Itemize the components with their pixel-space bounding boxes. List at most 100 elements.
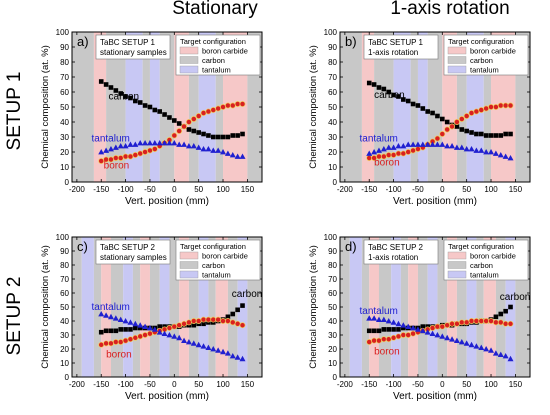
legend-entry: boron carbide [202, 252, 248, 261]
zone-band [495, 237, 506, 377]
data-point-boron [385, 336, 392, 343]
zone-band [169, 237, 180, 377]
data-point-tantalum [444, 143, 451, 149]
y-tick-label: 60 [328, 88, 337, 97]
data-point-carbon [230, 133, 236, 138]
y-tick-label: 70 [328, 73, 337, 82]
data-point-tantalum [414, 326, 421, 332]
legend-entry: carbon [202, 261, 225, 270]
data-point-boron [488, 318, 494, 324]
data-point-tantalum [205, 344, 212, 350]
data-point-tantalum [239, 355, 246, 362]
series-carbon [98, 79, 245, 140]
zone-band [391, 237, 401, 377]
data-point-boron [98, 341, 105, 348]
data-point-boron [439, 131, 446, 137]
info-box-frame [363, 34, 439, 60]
data-point-tantalum [137, 140, 144, 146]
data-point-carbon [133, 325, 138, 331]
data-point-boron [434, 135, 441, 142]
y-tick-label: 30 [60, 331, 69, 340]
data-point-boron [224, 318, 231, 324]
zone-band [456, 237, 467, 377]
data-point-tantalum [151, 326, 158, 332]
info-box-line: 1-axis rotation [368, 48, 418, 57]
series-tantalum [98, 140, 246, 159]
data-point-tantalum [112, 315, 119, 321]
data-point-boron [205, 108, 212, 115]
x-tick-label: -150 [93, 185, 110, 194]
data-point-carbon [137, 100, 143, 105]
info-box-line: TaBC SETUP 2 [100, 243, 156, 252]
legend-swatch [447, 46, 467, 55]
data-point-carbon [215, 134, 221, 140]
data-point-boron [220, 104, 226, 110]
column-header-rotation: 1-axis rotation [390, 0, 510, 19]
zone-band [476, 237, 484, 377]
data-point-boron [444, 126, 451, 133]
data-point-carbon [430, 110, 435, 116]
data-point-boron [181, 320, 188, 327]
data-point-carbon [371, 82, 377, 87]
data-point-tantalum [366, 150, 373, 156]
data-point-tantalum [210, 147, 217, 153]
data-point-boron [103, 340, 110, 347]
data-point-carbon [137, 325, 143, 331]
zone-band [140, 237, 150, 377]
data-point-tantalum [122, 143, 129, 149]
data-point-boron [410, 330, 417, 337]
data-point-tantalum [195, 144, 202, 150]
info-box-frame [95, 239, 171, 265]
data-point-carbon [401, 325, 406, 331]
zone-band [349, 237, 362, 377]
y-tick-label: 100 [56, 233, 70, 242]
data-point-boron [380, 336, 387, 343]
y-tick-label: 90 [60, 247, 69, 256]
legend-entry: boron carbide [470, 47, 516, 56]
data-point-tantalum [117, 316, 124, 322]
y-tick-label: 0 [333, 373, 338, 382]
panel-label: a) [77, 34, 89, 49]
y-tick-label: 40 [60, 118, 69, 127]
zone-band [123, 237, 133, 377]
data-point-carbon [474, 131, 479, 137]
data-point-carbon [118, 91, 124, 96]
data-point-boron [215, 316, 222, 323]
data-point-tantalum [419, 327, 426, 334]
data-point-tantalum [166, 332, 173, 338]
x-tick-label: 50 [462, 380, 471, 389]
y-tick-label: 50 [328, 303, 337, 312]
data-point-boron [112, 339, 119, 345]
series-annotation: carbon [374, 90, 405, 101]
data-point-boron [468, 110, 475, 116]
legend-swatch [179, 261, 199, 269]
info-box: TaBC SETUP 21-axis rotation [363, 239, 439, 265]
data-point-boron [176, 322, 183, 329]
data-point-carbon [186, 127, 192, 132]
data-point-tantalum [473, 343, 480, 349]
data-point-boron [171, 132, 178, 139]
data-point-tantalum [483, 346, 490, 352]
data-point-boron [405, 332, 412, 338]
y-tick-label: 100 [56, 28, 70, 37]
data-point-boron [488, 104, 494, 110]
data-point-boron [458, 116, 465, 122]
x-tick-label: 150 [241, 185, 255, 194]
data-point-carbon [147, 104, 153, 110]
x-tick-label: 150 [509, 185, 523, 194]
data-point-carbon [191, 128, 197, 134]
data-point-carbon [391, 327, 396, 332]
data-point-boron [224, 102, 231, 109]
data-point-tantalum [210, 346, 217, 352]
data-point-carbon [396, 327, 401, 332]
data-point-carbon [401, 97, 406, 102]
data-point-carbon [425, 109, 430, 114]
data-point-tantalum [380, 146, 387, 152]
y-tick-label: 90 [328, 247, 337, 256]
data-point-tantalum [176, 141, 183, 147]
data-point-tantalum [117, 143, 124, 149]
data-point-boron [234, 320, 241, 327]
x-tick-label: -50 [412, 380, 424, 389]
